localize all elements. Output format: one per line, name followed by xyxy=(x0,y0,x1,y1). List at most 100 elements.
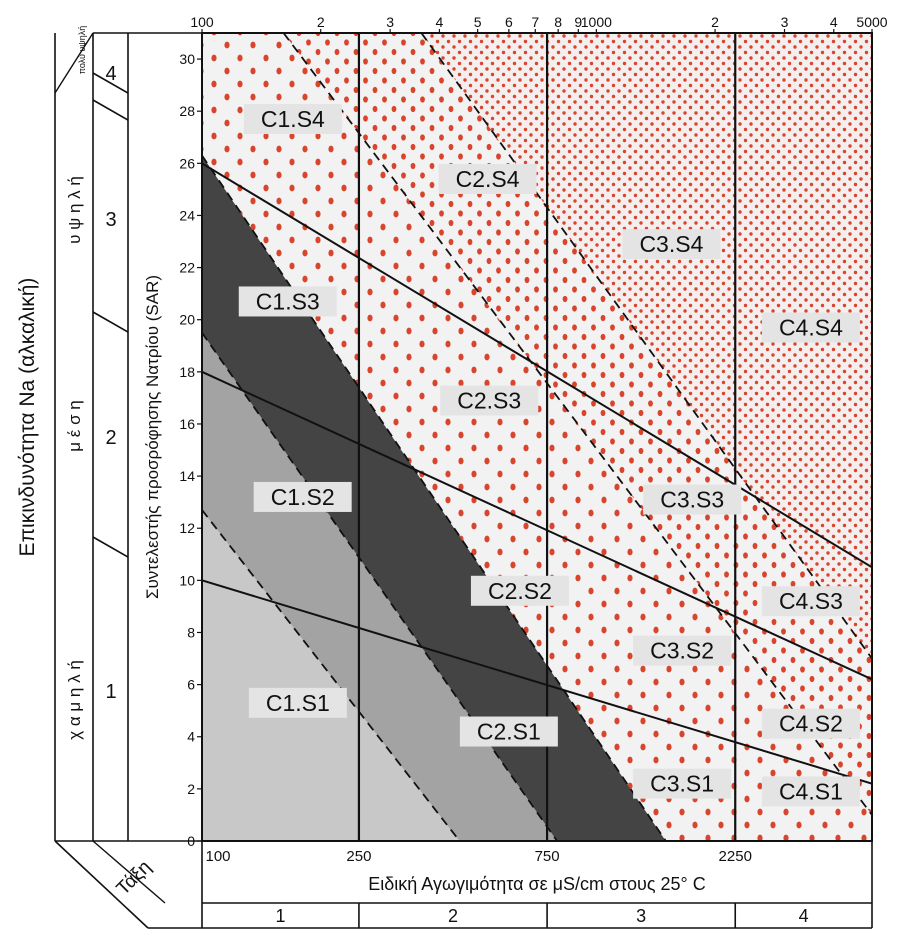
zone-label-box xyxy=(440,385,539,416)
sodium-class-number: 2 xyxy=(105,427,116,449)
top-tick-label: 5000 xyxy=(856,14,887,30)
zone-label: C3.S4 xyxy=(639,231,703,257)
y-tick-label: 24 xyxy=(179,207,195,223)
bottom-tick-label: 750 xyxy=(535,848,560,865)
zone-label: C4.S1 xyxy=(779,778,843,804)
top-tick-label: 2 xyxy=(711,14,719,30)
sodium-hazard-sidebar: 1 χ α μ η λ ή 2 μ έ σ η 3 υ ψ η λ ή 4 πολύ υψηλ… xyxy=(16,26,202,841)
zone-label: C3.S3 xyxy=(660,487,724,513)
zone-label: C1.S3 xyxy=(256,288,320,314)
left-axis-title: Επικινδυνότητα Na (αλκαλική) xyxy=(16,278,39,557)
sodium-boundary-line xyxy=(202,579,872,785)
top-tick-label: 8 xyxy=(554,14,562,30)
sodium-class-name: υ ψ η λ ή xyxy=(65,176,84,244)
y-tick-label: 6 xyxy=(187,677,195,693)
y-tick-label: 10 xyxy=(179,572,195,588)
sodium-boundary-line xyxy=(202,370,872,681)
panel-diagonal xyxy=(92,840,166,904)
y-tick-label: 14 xyxy=(179,468,195,484)
y-tick-label: 2 xyxy=(187,781,195,797)
zone-label-box xyxy=(622,229,721,260)
zone-label-box xyxy=(643,484,742,515)
zone-label: C1.S4 xyxy=(261,106,325,132)
zone-label: C2.S3 xyxy=(457,388,521,414)
sodium-class-name: πολύ υψηλή xyxy=(77,26,87,74)
dashed-boundary-line xyxy=(420,33,872,660)
dashed-boundary-line xyxy=(202,509,461,841)
zone-label-box xyxy=(248,687,347,718)
dashed-boundary-line xyxy=(202,154,667,841)
zone-label: C1.S2 xyxy=(271,484,335,510)
zone-label: C4.S2 xyxy=(779,711,843,737)
top-tick-label: 100 xyxy=(190,14,214,30)
y-tick-label: 8 xyxy=(187,624,195,640)
y-tick-label: 12 xyxy=(179,520,195,536)
plot-boundary-lines xyxy=(202,33,872,841)
sodium-boundary-line xyxy=(202,162,872,569)
zone-label: C2.S1 xyxy=(477,719,541,745)
top-tick-label: 4 xyxy=(436,14,444,30)
zone-label: C2.S4 xyxy=(456,166,520,192)
zone-label-box xyxy=(438,163,537,194)
salinity-class-panel: 100 250 750 2250 Ειδική Αγωγιμότητα σε μS/cm… xyxy=(54,840,873,929)
top-tick-label: 3 xyxy=(781,14,789,30)
zone-label-box xyxy=(470,575,569,606)
y-tick-label: 4 xyxy=(187,729,195,745)
zone-label: C4.S4 xyxy=(779,315,843,341)
y-tick-label: 28 xyxy=(179,103,195,119)
zone-label-box xyxy=(243,104,342,135)
y-axis-title: Συντελεστής προσρόφησης Νατρίου (SAR) xyxy=(143,275,162,599)
y-tick-label: 26 xyxy=(179,155,195,171)
top-tick-label: 7 xyxy=(531,14,539,30)
dashed-boundary-line xyxy=(202,332,558,841)
zone-label-box xyxy=(459,716,558,747)
zone-label-box xyxy=(761,776,860,807)
y-tick-label: 20 xyxy=(179,312,195,328)
top-tick-label: 3 xyxy=(386,14,394,30)
class-separator xyxy=(92,536,129,558)
zone-label-box xyxy=(761,312,860,343)
x-axis-title: Ειδική Αγωγιμότητα σε μS/cm στους 25° C xyxy=(368,874,706,894)
top-tick-label: 1000 xyxy=(581,14,612,30)
top-tick-label: 2 xyxy=(317,14,325,30)
class-separator xyxy=(92,99,129,121)
top-tick-label: 4 xyxy=(830,14,838,30)
y-tick-label: 16 xyxy=(179,416,195,432)
zone-label: C4.S3 xyxy=(779,588,843,614)
y-tick-label: 22 xyxy=(179,260,195,276)
sodium-class-number: 1 xyxy=(105,681,116,703)
class-separator xyxy=(92,72,129,94)
class-separator xyxy=(92,311,129,333)
sodium-class-name: μ έ σ η xyxy=(65,400,84,452)
sodium-class-name: χ α μ η λ ή xyxy=(65,660,84,740)
bottom-tick-label: 100 xyxy=(205,848,230,865)
top-tick-label: 6 xyxy=(505,14,513,30)
zone-label-box xyxy=(761,708,860,739)
top-tick-label: 5 xyxy=(474,14,482,30)
zone-label-box xyxy=(253,481,352,512)
sodium-class-number: 4 xyxy=(105,63,116,85)
zone-label-box xyxy=(633,635,732,666)
salinity-class-number: 1 xyxy=(275,906,285,926)
dashed-boundary-line xyxy=(282,33,872,816)
salinity-class-number: 2 xyxy=(448,906,458,926)
zone-label: C3.S1 xyxy=(650,771,714,797)
zone-label: C1.S1 xyxy=(266,690,330,716)
y-tick-label: 18 xyxy=(179,364,195,380)
salinity-class-number: 4 xyxy=(799,906,809,926)
zone-label-box xyxy=(633,768,732,799)
bottom-tick-label: 2250 xyxy=(719,848,752,865)
zone-label-box xyxy=(761,586,860,617)
salinity-class-number: 3 xyxy=(636,906,646,926)
zone-labels: C1.S1 C2.S1 C3.S1 C4.S1 C1.S2 C2.S2 C3.S2 C4.S2… xyxy=(238,104,860,807)
panel-diagonal xyxy=(54,840,149,929)
top-tick-label: 9 xyxy=(574,14,582,30)
zone-label-box xyxy=(238,286,337,317)
bottom-tick-label: 250 xyxy=(346,848,371,865)
zone-label: C3.S2 xyxy=(650,638,714,664)
zone-label: C2.S2 xyxy=(488,578,552,604)
sodium-class-number: 3 xyxy=(105,209,116,231)
class-separator xyxy=(54,32,94,94)
